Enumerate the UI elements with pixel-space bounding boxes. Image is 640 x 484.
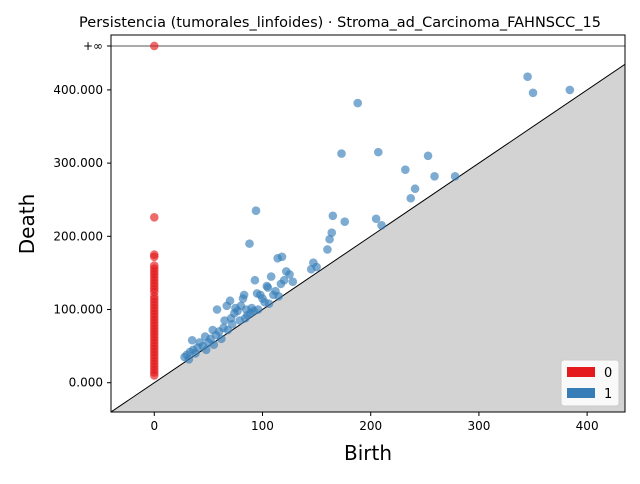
data-point xyxy=(149,212,159,222)
data-point xyxy=(325,234,334,244)
infinity-tick-label: +∞ xyxy=(83,39,103,53)
y-axis: 0.000 100.000 200.000 300.000 400.000 xyxy=(53,83,111,390)
data-point xyxy=(225,296,235,306)
data-point xyxy=(277,252,287,262)
y-tick-label: 300.000 xyxy=(53,156,103,170)
data-point xyxy=(201,345,211,355)
data-point xyxy=(373,147,383,157)
legend-label: 0 xyxy=(604,366,612,381)
infinity-line-group: +∞ xyxy=(83,39,625,53)
legend-swatch xyxy=(567,388,595,398)
data-point xyxy=(149,41,159,51)
data-point xyxy=(209,340,219,349)
legend: 01 xyxy=(560,359,620,407)
data-point xyxy=(149,371,159,380)
data-point xyxy=(263,283,273,292)
legend-swatch xyxy=(567,367,595,377)
data-point xyxy=(279,275,289,285)
data-point xyxy=(423,151,433,161)
y-tick-label: 200.000 xyxy=(53,229,103,243)
data-point xyxy=(340,217,350,226)
data-point xyxy=(528,88,538,98)
data-point xyxy=(251,206,261,215)
x-axis: 0 100 200 300 400 xyxy=(150,412,599,433)
data-point xyxy=(184,354,194,364)
data-point xyxy=(327,228,337,237)
data-point xyxy=(406,193,416,203)
plot-frame xyxy=(110,34,626,413)
data-point xyxy=(565,85,575,95)
data-point xyxy=(220,316,229,325)
chart-title: Persistencia (tumorales_linfoides) · Str… xyxy=(79,15,601,31)
x-tick-label: 200 xyxy=(359,419,382,433)
data-point xyxy=(288,277,298,286)
data-point xyxy=(274,292,284,301)
data-point xyxy=(328,211,338,221)
data-point xyxy=(430,171,439,181)
data-point xyxy=(253,305,263,314)
data-point xyxy=(239,290,249,300)
points-layer xyxy=(149,41,575,380)
x-tick-label: 400 xyxy=(576,419,599,433)
data-point xyxy=(187,335,197,345)
data-point xyxy=(450,171,460,181)
y-axis-label: Death xyxy=(15,194,39,254)
data-point xyxy=(377,221,386,230)
x-tick-label: 0 xyxy=(150,419,158,433)
data-point xyxy=(353,98,363,108)
data-point xyxy=(245,239,254,248)
y-tick-label: 0.000 xyxy=(69,376,103,390)
data-point xyxy=(337,149,346,158)
data-point xyxy=(149,252,159,262)
data-point xyxy=(227,319,237,329)
data-point xyxy=(250,275,260,285)
y-tick-label: 100.000 xyxy=(53,303,103,317)
data-point xyxy=(264,299,274,308)
data-point xyxy=(371,214,381,224)
x-tick-label: 100 xyxy=(251,419,274,433)
legend-label: 1 xyxy=(604,387,612,402)
data-point xyxy=(401,165,410,174)
data-point xyxy=(410,184,420,194)
data-point xyxy=(312,262,321,272)
y-tick-label: 400.000 xyxy=(53,83,103,97)
data-point xyxy=(285,270,294,279)
data-point xyxy=(212,305,222,314)
data-point xyxy=(266,272,276,281)
data-point xyxy=(217,334,226,344)
x-axis-label: Birth xyxy=(344,441,392,465)
data-point xyxy=(523,72,532,82)
x-tick-label: 300 xyxy=(467,419,490,433)
data-point xyxy=(323,245,332,254)
